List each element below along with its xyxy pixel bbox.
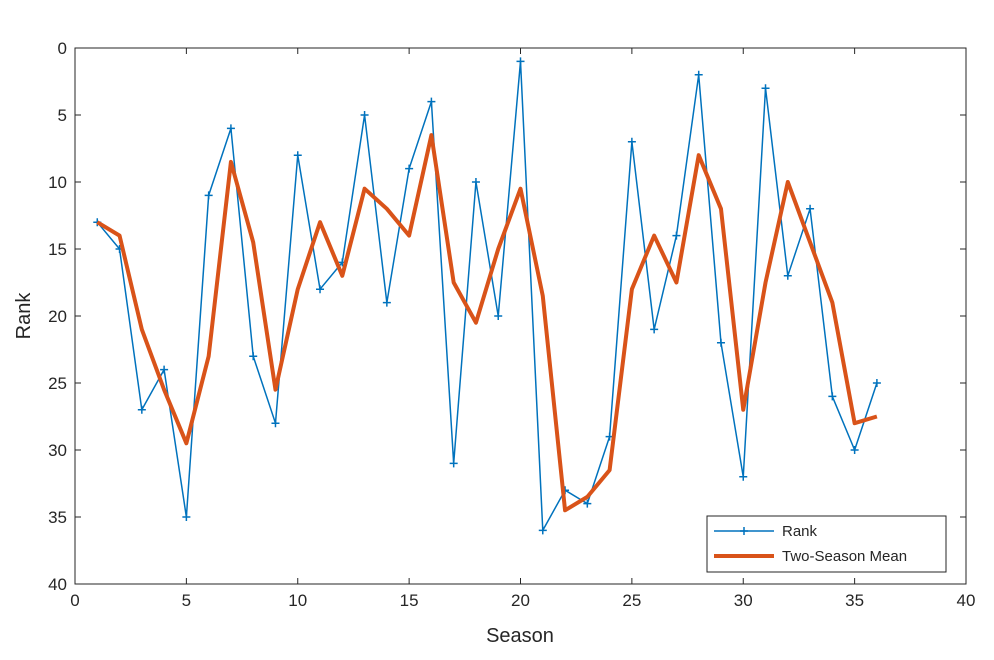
data-point-rank (850, 446, 859, 454)
plot-background (75, 48, 966, 584)
data-point-rank (538, 526, 547, 535)
x-tick-label: 30 (734, 591, 753, 610)
legend-label-mean: Two-Season Mean (782, 548, 907, 565)
legend-marker-rank (740, 527, 748, 535)
data-point-rank (382, 298, 391, 307)
legend-label-rank: Rank (782, 523, 818, 540)
data-point-rank (271, 419, 280, 428)
y-tick-label: 10 (48, 173, 67, 192)
x-tick-label: 0 (70, 591, 79, 610)
data-point-rank (739, 472, 748, 481)
data-point-rank (293, 151, 302, 160)
data-point-rank (160, 365, 169, 374)
data-point-rank (226, 124, 235, 133)
x-tick-label: 10 (288, 591, 307, 610)
data-point-rank (806, 204, 815, 213)
y-tick-label: 15 (48, 240, 67, 259)
x-tick-label: 35 (845, 591, 864, 610)
x-tick-label: 15 (400, 591, 419, 610)
series-line-two-season-mean (96, 133, 878, 513)
y-tick-label: 40 (48, 575, 67, 594)
x-tick-label: 25 (622, 591, 641, 610)
data-point-rank (761, 84, 770, 93)
legend-box (706, 515, 947, 573)
data-point-rank (828, 392, 837, 401)
data-point-rank (427, 97, 436, 106)
data-point-rank (449, 459, 458, 468)
data-point-rank (316, 285, 325, 294)
legend: Rank Two-Season Mean (706, 515, 947, 573)
x-tick-label: 20 (511, 591, 530, 610)
data-point-rank (650, 325, 659, 334)
y-tick-label: 30 (48, 441, 67, 460)
x-tick-label: 5 (182, 591, 191, 610)
data-point-rank (204, 191, 213, 200)
data-point-rank (783, 271, 792, 280)
y-tick-label: 5 (58, 106, 67, 125)
x-tick-label: 40 (957, 591, 976, 610)
data-point-rank (182, 513, 191, 521)
y-tick-label: 0 (58, 39, 67, 58)
data-point-rank (872, 379, 881, 387)
data-point-rank (360, 111, 369, 119)
data-point-rank (405, 164, 414, 173)
data-point-rank (583, 499, 592, 508)
series-line-rank (96, 60, 878, 532)
data-point-rank (516, 57, 525, 66)
y-tick-label: 20 (48, 307, 67, 326)
data-point-rank (694, 70, 703, 79)
x-axis-label: Season (486, 625, 554, 647)
data-point-rank (716, 338, 725, 347)
y-tick-label: 35 (48, 508, 67, 527)
data-point-rank (494, 312, 503, 320)
data-point-rank (137, 405, 146, 414)
data-point-rank (471, 178, 480, 186)
data-point-rank (627, 137, 636, 146)
data-point-rank (249, 352, 258, 361)
y-tick-label: 25 (48, 374, 67, 393)
data-point-rank (672, 231, 681, 240)
y-axis-label: Rank (13, 292, 35, 340)
